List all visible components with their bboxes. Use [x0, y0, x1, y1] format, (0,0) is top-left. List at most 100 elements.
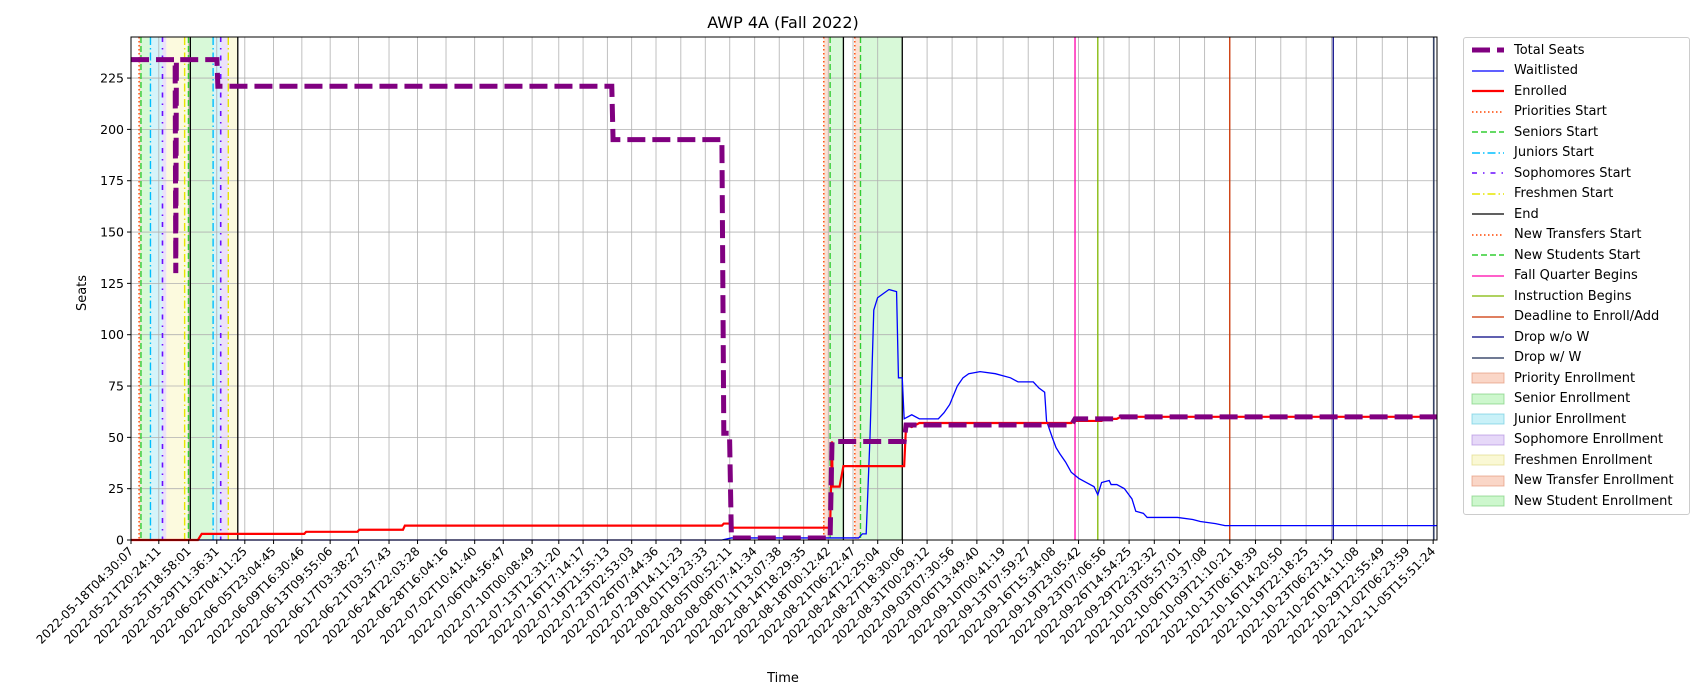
x-axis-ticks: 2022-05-18T04:30:072022-05-21T20:24:1120… — [34, 540, 1438, 647]
y-tick-label: 0 — [116, 533, 124, 548]
legend-patch — [1471, 495, 1505, 507]
legend-label: New Transfers Start — [1514, 227, 1642, 243]
legend-item-deadline-to-enroll-add: Deadline to Enroll/Add — [1464, 307, 1689, 328]
legend-swatch-junior-enrollment — [1471, 413, 1505, 425]
legend-swatch-drop-w-o-w — [1472, 336, 1504, 338]
legend-label: Total Seats — [1514, 42, 1585, 58]
enrollment-spans — [139, 37, 903, 540]
junior-enrollment-span — [150, 37, 163, 540]
legend-swatch-new-student-enrollment — [1471, 495, 1505, 507]
event-lines — [138, 37, 1435, 540]
y-tick-label: 100 — [100, 327, 124, 342]
legend-swatch-sophomores-start — [1472, 172, 1504, 175]
legend-label: Sophomore Enrollment — [1514, 432, 1664, 448]
legend-item-junior-enrollment: Junior Enrollment — [1464, 409, 1689, 430]
legend-swatch-end — [1472, 213, 1504, 215]
legend-patch — [1471, 413, 1505, 425]
new-transfer-enrollment-span — [823, 37, 831, 540]
legend-label: Junior Enrollment — [1514, 411, 1627, 427]
legend-patch — [1471, 475, 1505, 487]
legend-label: Deadline to Enroll/Add — [1514, 309, 1660, 325]
legend-label: New Students Start — [1514, 247, 1641, 263]
legend-patch — [1471, 372, 1505, 384]
legend-patch — [1471, 393, 1505, 405]
legend-swatch-priority-enrollment — [1471, 372, 1505, 384]
x-axis-label: Time — [766, 671, 799, 686]
legend-swatch-new-students-start — [1472, 254, 1504, 256]
sophomore-enrollment-span — [162, 37, 167, 540]
grid — [130, 37, 1437, 541]
chart-title: AWP 4A (Fall 2022) — [707, 13, 859, 32]
legend-label: Seniors Start — [1514, 124, 1599, 140]
legend-label: Priorities Start — [1514, 104, 1607, 120]
legend-swatch-sophomore-enrollment — [1471, 434, 1505, 446]
legend-swatch-freshmen-enrollment — [1471, 454, 1505, 466]
legend-patch — [1471, 434, 1505, 446]
legend-item-waitlisted: Waitlisted — [1464, 61, 1689, 82]
y-tick-label: 50 — [108, 430, 124, 445]
legend-label: Priority Enrollment — [1514, 370, 1636, 386]
plot-frame — [130, 36, 1438, 541]
legend-item-sophomore-enrollment: Sophomore Enrollment — [1464, 430, 1689, 451]
legend-item-new-transfers-start: New Transfers Start — [1464, 225, 1689, 246]
legend-label: Drop w/ W — [1514, 350, 1582, 366]
freshmen-enrollment-span — [228, 37, 238, 540]
legend-item-priorities-start: Priorities Start — [1464, 102, 1689, 123]
legend-item-fall-quarter-begins: Fall Quarter Begins — [1464, 266, 1689, 287]
legend-swatch-priorities-start — [1472, 111, 1504, 113]
legend-label: Instruction Begins — [1514, 288, 1632, 304]
legend-swatch-freshmen-start — [1472, 193, 1504, 195]
legend-item-end: End — [1464, 204, 1689, 225]
legend-item-juniors-start: Juniors Start — [1464, 143, 1689, 164]
y-tick-label: 125 — [100, 276, 124, 291]
legend-swatch-deadline-to-enroll-add — [1472, 316, 1504, 318]
legend-label: New Student Enrollment — [1514, 493, 1673, 509]
legend-swatch-drop-w-w — [1472, 357, 1504, 359]
priority-enrollment-span — [139, 37, 141, 540]
legend-label: Waitlisted — [1514, 63, 1579, 79]
legend-label: Juniors Start — [1514, 145, 1594, 161]
y-axis-ticks: 0 25 50 75 100 125 150 175 200 225 — [100, 71, 131, 548]
y-tick-label: 225 — [100, 71, 124, 86]
legend-item-new-students-start: New Students Start — [1464, 245, 1689, 266]
legend-label: End — [1514, 206, 1539, 222]
legend-item-new-student-enrollment: New Student Enrollment — [1464, 491, 1689, 512]
legend-patch — [1471, 454, 1505, 466]
senior-enrollment-span — [140, 37, 151, 540]
legend-swatch-total-seats — [1472, 47, 1504, 53]
series-lines — [131, 57, 1437, 542]
waitlisted-series — [131, 288, 1437, 541]
legend-item-freshmen-enrollment: Freshmen Enrollment — [1464, 450, 1689, 471]
legend-item-new-transfer-enrollment: New Transfer Enrollment — [1464, 471, 1689, 492]
legend-item-seniors-start: Seniors Start — [1464, 122, 1689, 143]
legend-swatch-new-transfers-start — [1472, 234, 1504, 236]
legend: Total Seats Waitlisted Enrolled Priorities … — [1463, 37, 1690, 515]
new-student-enrollment-span — [860, 37, 903, 540]
legend-label: New Transfer Enrollment — [1514, 473, 1674, 489]
freshmen-enrollment-span — [166, 37, 191, 540]
legend-label: Sophomores Start — [1514, 165, 1631, 181]
legend-swatch-waitlisted — [1472, 70, 1504, 72]
legend-item-drop-w-w: Drop w/ W — [1464, 348, 1689, 369]
total-seats-series — [131, 57, 1437, 541]
y-axis-label: Seats — [75, 275, 90, 311]
new-student-enrollment-span — [830, 37, 844, 540]
new-transfer-enrollment-span — [854, 37, 861, 540]
y-tick-label: 75 — [108, 379, 124, 394]
legend-item-enrolled: Enrolled — [1464, 81, 1689, 102]
enrolled-series — [131, 415, 1437, 542]
y-tick-label: 150 — [100, 225, 124, 240]
legend-swatch-juniors-start — [1472, 152, 1504, 154]
legend-item-sophomores-start: Sophomores Start — [1464, 163, 1689, 184]
legend-swatch-instruction-begins — [1472, 295, 1504, 297]
legend-item-priority-enrollment: Priority Enrollment — [1464, 368, 1689, 389]
legend-item-freshmen-start: Freshmen Start — [1464, 184, 1689, 205]
legend-swatch-fall-quarter-begins — [1472, 275, 1504, 277]
senior-enrollment-span — [188, 37, 214, 540]
legend-label: Enrolled — [1514, 83, 1567, 99]
y-tick-label: 200 — [100, 122, 124, 137]
legend-item-drop-w-o-w: Drop w/o W — [1464, 327, 1689, 348]
legend-label: Senior Enrollment — [1514, 391, 1631, 407]
legend-item-total-seats: Total Seats — [1464, 40, 1689, 61]
